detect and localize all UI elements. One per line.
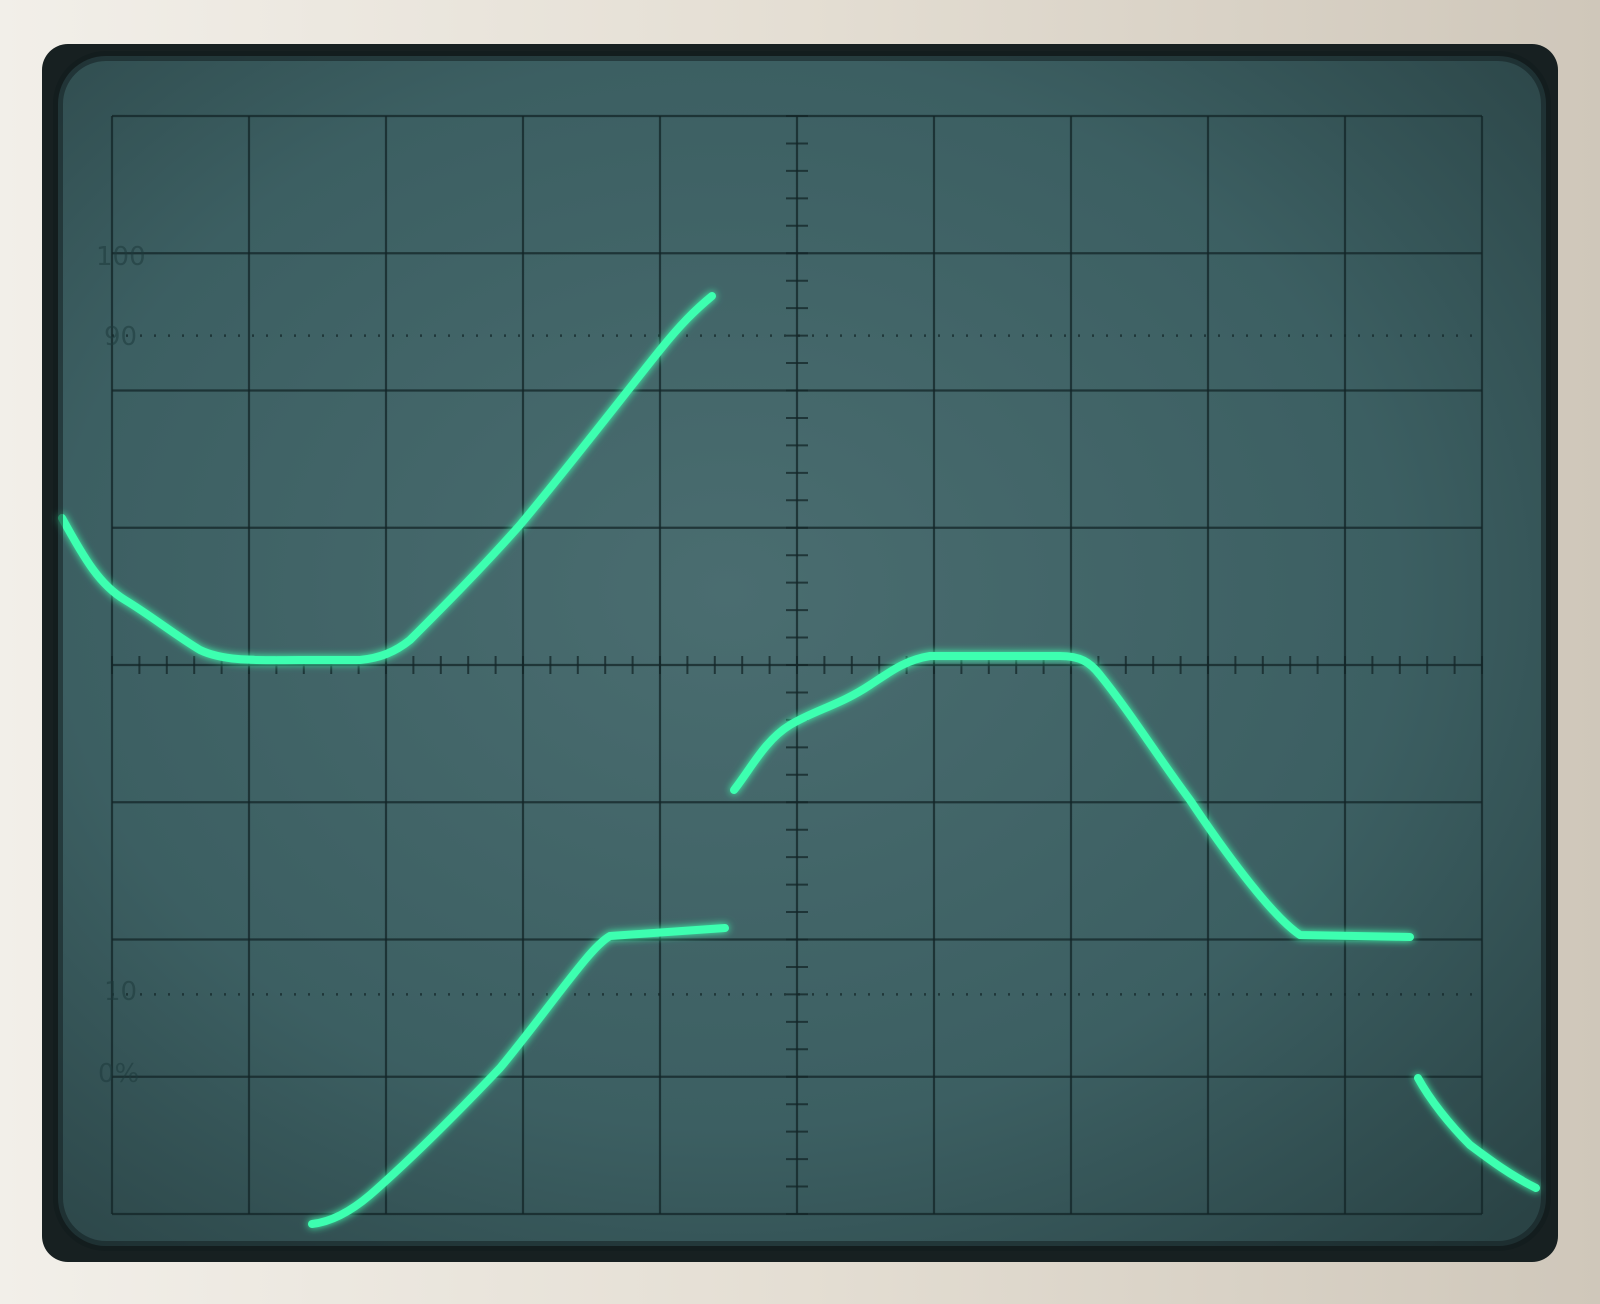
graticule-label-90: 90: [104, 322, 137, 352]
crt-screen: [58, 56, 1546, 1246]
waveform-trace-segment-3: [308, 924, 729, 1228]
graticule: [110, 114, 1484, 1216]
graticule-label-100: 100: [96, 242, 146, 272]
waveform-trace-segment-4: [1414, 1074, 1540, 1192]
graticule-label-0-percent: 0%: [98, 1059, 139, 1089]
graticule-label-10: 10: [104, 977, 137, 1007]
waveform-trace-segment-2: [730, 652, 1414, 941]
screen-edge-shadow: [53, 51, 1551, 1251]
waveform-traces: [58, 292, 1540, 1228]
waveform-trace-segment-1: [58, 292, 716, 665]
